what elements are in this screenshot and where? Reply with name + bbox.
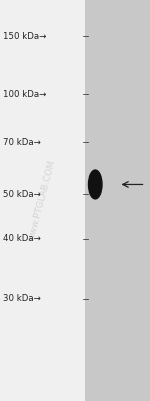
Ellipse shape: [88, 170, 102, 199]
Text: 30 kDa→: 30 kDa→: [3, 294, 41, 303]
Text: 50 kDa→: 50 kDa→: [3, 190, 41, 199]
Text: 70 kDa→: 70 kDa→: [3, 138, 41, 147]
Text: 40 kDa→: 40 kDa→: [3, 234, 41, 243]
Text: 100 kDa→: 100 kDa→: [3, 90, 46, 99]
Text: www.PTGLAB.COM: www.PTGLAB.COM: [27, 159, 57, 242]
Bar: [85, 0, 150, 401]
Text: 150 kDa→: 150 kDa→: [3, 32, 46, 41]
